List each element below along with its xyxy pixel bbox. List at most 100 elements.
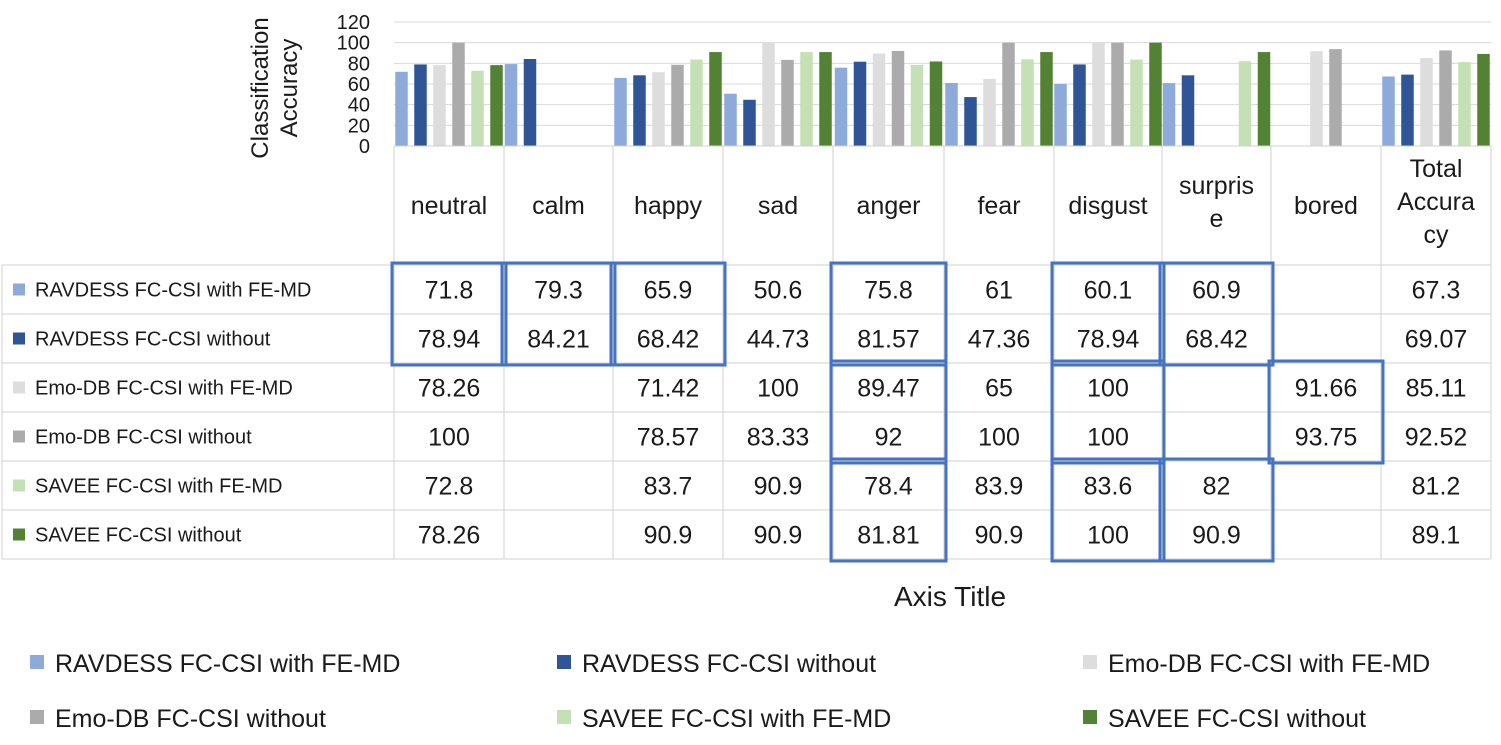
legend-label: Emo-DB FC-CSI without	[55, 705, 326, 733]
row-legend-key	[13, 283, 25, 296]
table-cell-value: 90.9	[1192, 522, 1241, 550]
row-legend-key	[13, 332, 25, 345]
bar	[1439, 50, 1452, 147]
bar	[762, 42, 775, 146]
bar	[471, 70, 484, 146]
legend-label: SAVEE FC-CSI with FE-MD	[582, 705, 891, 733]
table-cell-value: 89.47	[857, 375, 920, 403]
highlight-box	[829, 261, 948, 367]
highlight-box	[1050, 457, 1166, 563]
bar	[1162, 83, 1176, 146]
table-cell-value: 100	[1087, 424, 1129, 452]
bar	[690, 59, 703, 147]
bar	[853, 61, 867, 146]
bar	[910, 64, 924, 146]
bar	[1329, 49, 1342, 146]
highlight-box	[390, 261, 508, 367]
bar	[1420, 58, 1433, 146]
table-cell-value: 81.81	[857, 522, 920, 550]
bar	[1257, 52, 1271, 146]
bar	[452, 42, 465, 146]
table-cell-value: 60.1	[1084, 277, 1133, 305]
table-cell-value: 71.42	[637, 375, 700, 403]
bar	[743, 99, 756, 146]
bar	[891, 50, 905, 146]
bar	[652, 72, 665, 146]
legend-key	[1083, 710, 1097, 724]
table-cell-value: 79.3	[534, 277, 583, 305]
legend-key	[557, 655, 571, 669]
bar	[781, 59, 794, 146]
y-tick-label: 80	[348, 53, 370, 75]
table-cell-value: 85.11	[1406, 375, 1467, 403]
bar	[945, 82, 958, 146]
category-label: fear	[977, 192, 1020, 220]
legend-key	[1083, 655, 1097, 669]
table-cell-value: 69.07	[1405, 326, 1468, 354]
table-cell-value: 65	[985, 375, 1013, 403]
bar	[724, 93, 737, 146]
row-series-name: Emo-DB FC-CSI with FE-MD	[35, 378, 293, 400]
table-cell-value: 89.1	[1412, 522, 1461, 550]
bars	[395, 42, 1490, 147]
row-series-name: Emo-DB FC-CSI without	[35, 427, 252, 449]
row-series-name: SAVEE FC-CSI with FE-MD	[35, 476, 282, 498]
bar	[1111, 42, 1124, 146]
legend-label: RAVDESS FC-CSI without	[582, 650, 876, 678]
table-cell-value: 83.6	[1084, 473, 1133, 501]
data-table: neutral calm happy sad anger fear disgust surpr…	[1, 145, 1492, 560]
bar	[1002, 42, 1015, 146]
bar	[490, 65, 503, 146]
table-cell-value: 92.52	[1405, 424, 1468, 452]
bar	[709, 52, 722, 146]
table-cell-value: 100	[1087, 522, 1129, 550]
row-legend-key	[13, 479, 25, 492]
table-cell-value: 78.4	[864, 473, 913, 501]
table-cell-value: 100	[1087, 375, 1129, 403]
bar	[433, 65, 446, 146]
highlight-box	[1050, 359, 1166, 465]
table-cell-value: 100	[428, 424, 470, 452]
table-cell-value: 67.3	[1412, 277, 1461, 305]
table-cell-value: 100	[757, 375, 799, 403]
bar	[1401, 74, 1414, 146]
bar	[504, 64, 518, 146]
row-series-name: RAVDESS FC-CSI with FE-MD	[35, 280, 311, 302]
table-cell-value: 72.8	[425, 473, 474, 501]
table-cell-value: 78.94	[1077, 326, 1140, 354]
table-cell-value: 91.66	[1295, 375, 1358, 403]
y-tick-label: 60	[348, 74, 370, 96]
bar	[414, 64, 427, 146]
bar	[395, 71, 408, 146]
bar	[983, 78, 996, 146]
row-legend-key	[13, 528, 25, 541]
table-cell-value: 68.42	[1185, 326, 1248, 354]
category-label: anger	[857, 192, 921, 220]
table-cell-value: 90.9	[644, 522, 693, 550]
highlight-boxes	[390, 261, 1385, 563]
highlight-box	[1050, 261, 1166, 367]
y-axis-label-line-2: Accuracy	[276, 39, 303, 138]
y-axis-label-line-1: Classification	[247, 17, 274, 158]
table-cell-value: 82	[1203, 473, 1231, 501]
bar	[929, 61, 943, 147]
table-cell-value: 78.57	[637, 424, 700, 452]
table-cell-value: 81.2	[1412, 473, 1461, 501]
bar	[1149, 42, 1162, 146]
table-cell-value: 60.9	[1192, 277, 1241, 305]
table-cell-value: 83.9	[975, 473, 1024, 501]
bar	[523, 58, 537, 146]
table-cell-value: 92	[875, 424, 903, 452]
bar	[671, 64, 684, 146]
row-series-name: RAVDESS FC-CSI without	[35, 329, 271, 351]
table-cell-value: 81.57	[857, 326, 920, 354]
y-axis-label: Classification Accuracy	[247, 17, 303, 158]
category-label: surpris e	[1179, 172, 1254, 233]
bar	[834, 67, 848, 146]
category-label: calm	[532, 192, 585, 220]
table-cell-value: 78.94	[418, 326, 481, 354]
table-cell-value: 78.26	[418, 375, 481, 403]
bar	[1021, 59, 1034, 147]
legend-label: Emo-DB FC-CSI with FE-MD	[1108, 650, 1430, 678]
bar	[964, 97, 977, 146]
